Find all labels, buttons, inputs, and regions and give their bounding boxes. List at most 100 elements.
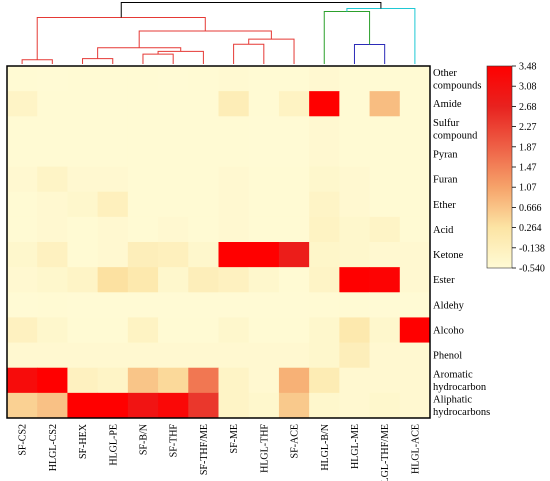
column-label: HLGL-THF (259, 424, 270, 473)
heatmap-cell (248, 116, 280, 142)
row-label: Acid (433, 225, 454, 236)
heatmap-cell (7, 367, 38, 394)
colorbar-tick-label: 1.07 (519, 183, 537, 194)
row-label: Ketone (433, 250, 464, 261)
heatmap-cell (97, 342, 129, 369)
heatmap-cell (369, 392, 401, 419)
heatmap-cell (7, 141, 38, 167)
column-label: SF-ACE (290, 424, 301, 458)
heatmap-cell (369, 342, 401, 369)
heatmap-cell (37, 267, 68, 293)
heatmap-cell (37, 342, 68, 369)
heatmap-cell (7, 91, 38, 117)
heatmap-cell (127, 292, 159, 318)
row-labels: Other compounds Amide Sulfur compound Pyran Fu… (433, 68, 490, 418)
heatmap-cell (369, 242, 401, 268)
heatmap-cell (188, 216, 219, 243)
heatmap-cell (309, 66, 340, 92)
heatmap-cell (248, 216, 280, 243)
heatmap-cell (158, 342, 189, 369)
heatmap-cell (127, 367, 159, 394)
heatmap-cell (127, 116, 159, 142)
heatmap-cell (248, 317, 280, 343)
heatmap-cell (218, 267, 250, 293)
heatmap-cell (278, 91, 310, 117)
heatmap-cell (218, 317, 250, 343)
column-label: HLGL-CS2 (48, 424, 59, 471)
row-label: Aliphatic hydrocarbons (433, 395, 490, 419)
heatmap-cell (399, 392, 431, 419)
heatmap-cell (37, 216, 68, 243)
heatmap-cell (67, 292, 99, 318)
heatmap-cell (218, 367, 250, 394)
heatmap-cell (188, 267, 219, 293)
heatmap-cell (127, 66, 159, 92)
heatmap-cell (37, 392, 68, 419)
heatmap-cell (309, 242, 340, 268)
row-label: Furan (433, 175, 458, 186)
heatmap-cell (399, 216, 431, 243)
heatmap-cell (67, 166, 99, 193)
heatmap-cell (67, 91, 99, 117)
heatmap-cell (399, 91, 431, 117)
heatmap-cell (37, 141, 68, 167)
heatmap-cell (278, 392, 310, 419)
column-label: HLGL-PE (108, 424, 119, 466)
heatmap-cell (127, 166, 159, 193)
heatmap-cell (248, 267, 280, 293)
heatmap-cell (188, 317, 219, 343)
heatmap-cell (339, 367, 370, 394)
heatmap-cell (218, 116, 250, 142)
heatmap-cell (399, 242, 431, 268)
heatmap-cell (97, 66, 129, 92)
heatmap-cell (37, 367, 68, 394)
heatmap-cell (339, 216, 370, 243)
colorbar: 3.48 3.08 2.68 2.27 1.87 1.47 1.07 0.666 0.264 -0… (486, 62, 545, 275)
heatmap-cell (97, 116, 129, 142)
heatmap-cell (309, 392, 340, 419)
heatmap-cell (278, 267, 310, 293)
heatmap-cell (97, 91, 129, 117)
heatmap-cell (218, 242, 250, 268)
heatmap-cell (7, 267, 38, 293)
heatmap-cell (369, 267, 401, 293)
heatmap-cell (248, 342, 280, 369)
heatmap-cell (67, 317, 99, 343)
heatmap-cell (7, 242, 38, 268)
row-label: Alcoho (433, 326, 464, 337)
heatmap-cell (37, 242, 68, 268)
colorbar-tick-label: 0.666 (519, 203, 542, 214)
heatmap-cell (188, 367, 219, 394)
row-label: Ester (433, 275, 455, 286)
heatmap-cell (127, 141, 159, 167)
dendrogram-link (157, 50, 204, 64)
column-labels: SF-CS2 HLGL-CS2 SF-HEX HLGL-PE SF-B/N SF-THF S… (18, 423, 422, 481)
heatmap-cell (158, 392, 189, 419)
heatmap-cell (248, 191, 280, 218)
heatmap-cell (399, 292, 431, 318)
column-label: HLGL-B/N (320, 424, 331, 471)
heatmap-cell (369, 66, 401, 92)
heatmap-cell (309, 116, 340, 142)
heatmap-cell (369, 166, 401, 193)
heatmap-cell (309, 367, 340, 394)
heatmap-cell (369, 91, 401, 117)
heatmap-cell (7, 66, 38, 92)
heatmap-cell (37, 166, 68, 193)
heatmap-cell (7, 216, 38, 243)
heatmap-cell (158, 141, 189, 167)
heatmap-cell (309, 216, 340, 243)
heatmap-cell (127, 242, 159, 268)
heatmap-cell (127, 392, 159, 419)
heatmap-cell (218, 141, 250, 167)
heatmap-cell (188, 292, 219, 318)
heatmap-cell (127, 91, 159, 117)
dendrogram-link (353, 44, 386, 64)
heatmap-cell (127, 317, 159, 343)
heatmap-cell (67, 141, 99, 167)
heatmap-cell (278, 166, 310, 193)
row-label: Aldehy (433, 300, 465, 311)
heatmap-cell (127, 267, 159, 293)
row-label: Phenol (433, 351, 462, 362)
heatmap-cell (158, 367, 189, 394)
